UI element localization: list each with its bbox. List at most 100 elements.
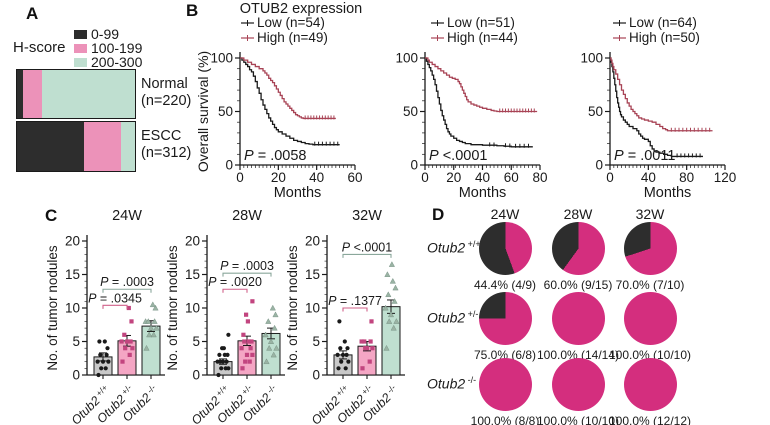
- km-x-axis-title: Months: [274, 185, 322, 201]
- scatter-point-triangle: [143, 344, 150, 351]
- scatter-point-triangle: [273, 344, 280, 351]
- km-y-tick-label: 0: [410, 158, 418, 173]
- hscore-legend-swatch: [74, 43, 87, 53]
- scatter-point-square: [359, 339, 364, 344]
- hscore-bar-segment: [17, 70, 23, 118]
- sig-p-value: P <.0001: [342, 240, 392, 254]
- scatter-point-triangle: [147, 324, 155, 331]
- scatter-point-square: [239, 346, 244, 351]
- scatter-point-square: [244, 352, 250, 357]
- hscore-legend-item: 100-199: [74, 41, 142, 55]
- pie-row-label: Otub2 +/+: [427, 239, 481, 256]
- scatter-point-square: [368, 339, 373, 344]
- scatter-point-triangle: [269, 304, 276, 311]
- scatter-point-circle: [97, 339, 102, 344]
- scatter-point-square: [123, 346, 128, 351]
- scatter-point-triangle: [149, 301, 156, 308]
- km-survival-curve: [610, 57, 703, 158]
- scatter-point-circle: [344, 352, 349, 357]
- km-y-tick-label: 50: [403, 104, 418, 119]
- incidence-pie: [478, 357, 532, 411]
- hscore-legend-label: 0-99: [91, 26, 120, 42]
- sig-bracket: [222, 288, 248, 293]
- km-survival-curve: [425, 57, 533, 148]
- scatter-point-square: [126, 305, 131, 311]
- scatter-point-triangle: [146, 331, 153, 338]
- hscore-bar-segment: [22, 70, 42, 118]
- km-y-tick-label: 100: [395, 51, 418, 66]
- km-plot-3: Low (n=64)High (n=50) 0 40 80 120 0 50 100 Month…: [580, 15, 736, 201]
- bar-y-tick-label: 10: [185, 301, 200, 316]
- scatter-point-triangle: [393, 318, 400, 324]
- bar-y-tick-label: 15: [65, 267, 80, 282]
- hscore-axis-title: H-score: [13, 39, 66, 56]
- hscore-legend: 0-99 100-199 200-300: [74, 27, 142, 69]
- incidence-pie-caption: 100.0% (10/10): [536, 413, 620, 425]
- bar-y-tick-label: 20: [185, 234, 200, 249]
- panel-d-incidence-grid: D 24W 28W 32W Otub2 +/+ 44.4% (4/9) 60.0% (9/…: [425, 200, 770, 425]
- km-x-tick-label: 40: [309, 170, 324, 185]
- sig-p-value: P = .0345: [88, 291, 142, 305]
- km-legend-label: Low (n=64): [629, 15, 697, 30]
- scatter-point-circle: [103, 366, 108, 371]
- scatter-point-square: [130, 346, 135, 351]
- scatter-point-triangle: [270, 351, 277, 358]
- scatter-point-circle: [219, 366, 224, 371]
- scatter-point-square: [249, 339, 254, 344]
- bar-y-tick-label: 0: [312, 368, 320, 383]
- hscore-legend-item: 0-99: [74, 27, 142, 41]
- pie-column-header: 32W: [635, 206, 665, 222]
- scatter-point-circle: [226, 366, 231, 371]
- scatter-point-square: [364, 346, 370, 351]
- incidence-pie: [478, 291, 532, 345]
- incidence-pie: [478, 221, 532, 275]
- scatter-point-triangle: [385, 291, 392, 297]
- bar-y-axis-title: No. of tumor nodules: [165, 245, 180, 371]
- hscore-bar-label-line1: ESCC: [141, 128, 182, 144]
- km-survival-curve: [240, 57, 340, 146]
- scatter-point-square: [250, 299, 255, 304]
- hscore-legend-label: 200-300: [91, 54, 143, 70]
- incidence-pie-caption: 100.0% (12/12): [608, 413, 692, 425]
- km-p-value: P = .0058: [244, 148, 306, 164]
- scatter-point-square: [129, 319, 134, 324]
- scatter-point-triangle: [392, 284, 399, 291]
- km-x-tick-label: 0: [421, 170, 429, 185]
- incidence-pie-caption: 75.0% (6/8): [473, 347, 537, 362]
- scatter-point-square: [245, 319, 250, 324]
- scatter-point-triangle: [263, 358, 270, 364]
- km-x-axis-title: Months: [459, 185, 507, 201]
- panel-a-label: A: [26, 4, 39, 23]
- km-x-axis-title: Months: [644, 185, 692, 201]
- bar-y-axis-title: No. of tumor nodules: [45, 245, 60, 371]
- incidence-pie-caption: 44.4% (4/9): [473, 277, 537, 292]
- scatter-point-triangle: [389, 277, 396, 284]
- scatter-point-triangle: [152, 304, 159, 311]
- bar-y-tick-label: 20: [65, 234, 80, 249]
- km-legend-label: High (n=44): [447, 30, 518, 45]
- km-x-tick-label: 40: [475, 170, 490, 185]
- scatter-point-circle: [95, 359, 100, 364]
- scatter-point-triangle: [391, 298, 398, 304]
- hscore-bar-segment: [41, 70, 135, 118]
- bar-y-axis-title: No. of tumor nodules: [285, 245, 300, 371]
- km-p-value: P = .0011: [614, 148, 675, 164]
- incidence-pie-caption: 60.0% (9/15): [543, 277, 613, 292]
- hscore-bar-label: ESCC (n=312): [141, 128, 191, 162]
- scatter-point-triangle: [382, 304, 389, 311]
- bar-y-tick-label: 5: [312, 334, 320, 349]
- incidence-pie-caption: 100.0% (10/10): [608, 347, 692, 362]
- scatter-point-square: [360, 366, 365, 371]
- km-x-tick-label: 0: [606, 170, 614, 185]
- panel-b-label: B: [186, 1, 199, 20]
- sig-bracket: [102, 288, 152, 293]
- km-survival-curve: [240, 57, 336, 120]
- incidence-pie: [623, 291, 677, 345]
- km-y-tick-label: 0: [595, 158, 603, 173]
- bar-y-tick-label: 5: [192, 334, 200, 349]
- scatter-point-circle: [226, 332, 231, 337]
- bar-y-tick-label: 0: [72, 368, 80, 383]
- scatter-point-triangle: [151, 318, 158, 324]
- scatter-point-circle: [102, 339, 107, 344]
- km-y-tick-label: 50: [218, 104, 233, 119]
